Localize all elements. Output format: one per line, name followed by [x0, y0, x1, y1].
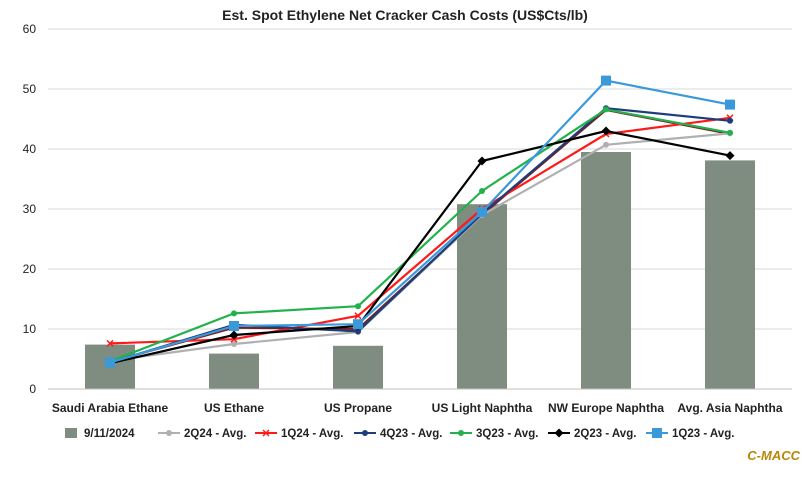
series-point [105, 357, 115, 368]
series-point [354, 312, 362, 320]
series-point [262, 429, 270, 437]
legend-label: 1Q24 - Avg. [281, 428, 343, 440]
bar [705, 160, 755, 389]
x-tick-label: US Propane [324, 401, 392, 415]
x-tick-label: US Light Naphtha [432, 401, 533, 415]
series-point [603, 141, 609, 148]
series-point [166, 430, 172, 436]
series-point [727, 117, 733, 124]
series-point [477, 156, 487, 166]
legend-label: 4Q23 - Avg. [380, 428, 442, 440]
bar [581, 152, 631, 389]
series-line [109, 108, 731, 363]
legend-label: 2Q24 - Avg. [184, 428, 246, 440]
series-point [362, 430, 368, 436]
series-point [725, 99, 735, 110]
legend: 9/11/2024 2Q24 - Avg. 1Q24 - Avg. 4Q23 - Av… [65, 428, 734, 440]
y-tick-label: 50 [23, 82, 37, 96]
bar [209, 353, 259, 389]
x-tick-label: US Ethane [204, 401, 264, 415]
series-point [554, 428, 564, 438]
legend-label: 9/11/2024 [84, 428, 135, 440]
legend-label: 3Q23 - Avg. [476, 428, 538, 440]
bar [457, 204, 507, 389]
series-point [479, 188, 485, 194]
series-point-stroke [262, 429, 270, 437]
series-line [109, 129, 731, 365]
axis-layer: 0 10 20 30 40 50 60 Saudi Arabia Ethane US Ethan… [23, 22, 792, 415]
bar [333, 345, 383, 389]
x-tick-label: NW Europe Naphtha [548, 401, 664, 415]
series-point [229, 321, 239, 331]
y-tick-label: 0 [29, 382, 36, 396]
series-point [355, 328, 361, 335]
series-point [229, 330, 239, 340]
y-tick-label: 10 [23, 322, 37, 336]
series-point [458, 430, 464, 436]
series-point [601, 75, 611, 86]
series-point-stroke [106, 339, 114, 347]
bars-layer [85, 152, 755, 389]
series-point-stroke [354, 312, 362, 320]
chart-title: Est. Spot Ethylene Net Cracker Cash Cost… [222, 7, 588, 23]
series-point [725, 151, 735, 161]
legend-label: 2Q23 - Avg. [574, 428, 636, 440]
series-point [603, 106, 609, 113]
legend-bar-swatch [65, 428, 77, 438]
series-point [601, 126, 611, 136]
y-tick-label: 40 [23, 142, 37, 156]
series-point [652, 428, 662, 438]
series-point [106, 339, 114, 347]
lines-layer [105, 75, 735, 368]
series-point [727, 129, 733, 136]
x-tick-label: Saudi Arabia Ethane [52, 401, 169, 415]
y-tick-label: 30 [23, 202, 37, 216]
series-point [355, 303, 361, 310]
series-point [477, 207, 487, 217]
y-tick-label: 20 [23, 262, 37, 276]
legend-label: 1Q23 - Avg. [672, 428, 734, 440]
series-point [353, 319, 363, 330]
series-point [231, 310, 237, 317]
series-point [231, 341, 237, 347]
watermark-text: C-MACC [747, 448, 800, 463]
y-tick-label: 60 [23, 22, 37, 36]
series-line [109, 79, 731, 364]
x-tick-label: Avg. Asia Naphtha [677, 401, 782, 415]
